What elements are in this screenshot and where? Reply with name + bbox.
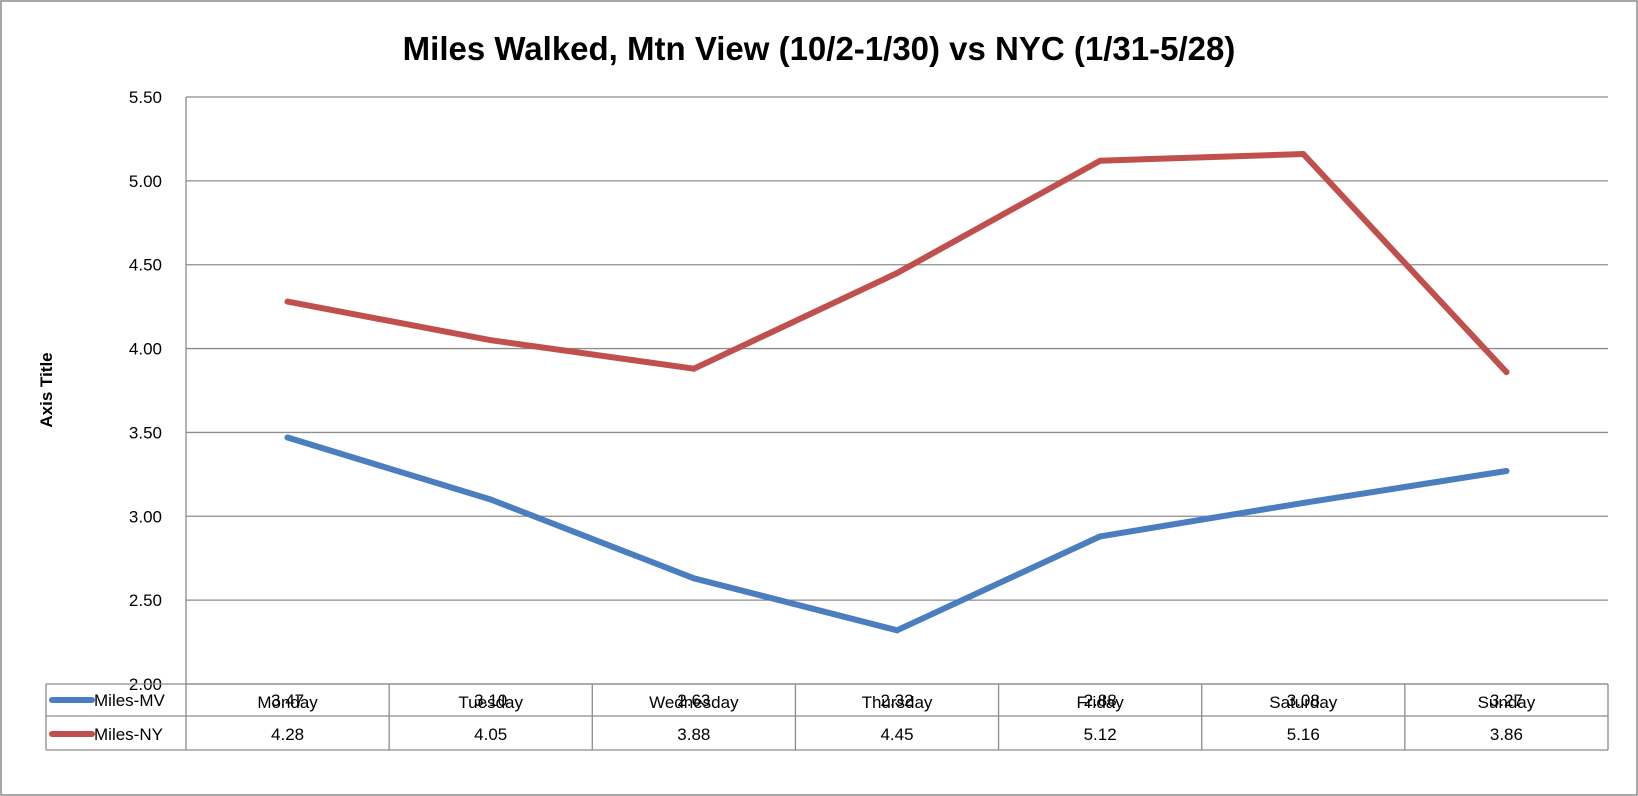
data-point bbox=[1503, 369, 1510, 376]
legend-series-name: Miles-NY bbox=[94, 725, 163, 744]
data-label: 3.47 bbox=[271, 691, 304, 710]
series-lines bbox=[284, 151, 1510, 634]
data-point bbox=[487, 496, 494, 503]
data-point bbox=[690, 365, 697, 372]
data-point bbox=[690, 575, 697, 582]
data-label: 2.88 bbox=[1084, 691, 1117, 710]
x-category-label: Wednesday bbox=[649, 693, 739, 712]
data-point bbox=[894, 627, 900, 634]
x-category-label: Saturday bbox=[1269, 693, 1338, 712]
x-category-label: Monday bbox=[257, 693, 318, 712]
data-point bbox=[894, 270, 900, 277]
data-label: 4.45 bbox=[880, 725, 913, 744]
x-category-label: Friday bbox=[1077, 693, 1125, 712]
data-label: 2.32 bbox=[880, 691, 913, 710]
y-tick-label: 4.00 bbox=[129, 340, 162, 359]
chart-title: Miles Walked, Mtn View (10/2-1/30) vs NY… bbox=[403, 30, 1236, 67]
data-label: 2.63 bbox=[677, 691, 710, 710]
data-label: 3.08 bbox=[1287, 691, 1320, 710]
y-tick-label: 5.00 bbox=[129, 172, 162, 191]
y-tick-label: 3.50 bbox=[129, 423, 162, 442]
x-category-label: Tuesday bbox=[458, 693, 523, 712]
data-label: 3.10 bbox=[474, 691, 507, 710]
data-table: Monday Tuesday Wednesday Thursday Friday Satu… bbox=[45, 683, 1609, 751]
gridlines bbox=[185, 96, 1608, 684]
y-tick-label: 2.50 bbox=[129, 591, 162, 610]
data-label: 3.86 bbox=[1490, 725, 1523, 744]
data-point bbox=[1097, 533, 1104, 540]
data-point bbox=[1503, 468, 1510, 475]
data-point bbox=[1300, 151, 1307, 158]
y-axis-title: Axis Title bbox=[37, 352, 56, 427]
data-label: 4.28 bbox=[271, 725, 304, 744]
data-label: 3.27 bbox=[1490, 691, 1523, 710]
data-point bbox=[487, 337, 494, 344]
y-tick-label: 5.50 bbox=[129, 88, 162, 107]
data-label: 3.88 bbox=[677, 725, 710, 744]
data-label: 4.05 bbox=[474, 725, 507, 744]
data-label: 5.12 bbox=[1084, 725, 1117, 744]
legend-series-name: Miles-MV bbox=[94, 691, 165, 710]
y-axis-ticks: 2.002.503.003.504.004.505.005.50 bbox=[129, 88, 162, 694]
data-point bbox=[284, 298, 291, 305]
data-point bbox=[1300, 499, 1307, 506]
data-point bbox=[284, 434, 291, 441]
y-tick-label: 4.50 bbox=[129, 256, 162, 275]
y-tick-label: 3.00 bbox=[129, 507, 162, 526]
x-category-label: Thursday bbox=[862, 693, 933, 712]
data-label: 5.16 bbox=[1287, 725, 1320, 744]
x-category-label: Sunday bbox=[1478, 693, 1536, 712]
data-point bbox=[1097, 157, 1104, 164]
